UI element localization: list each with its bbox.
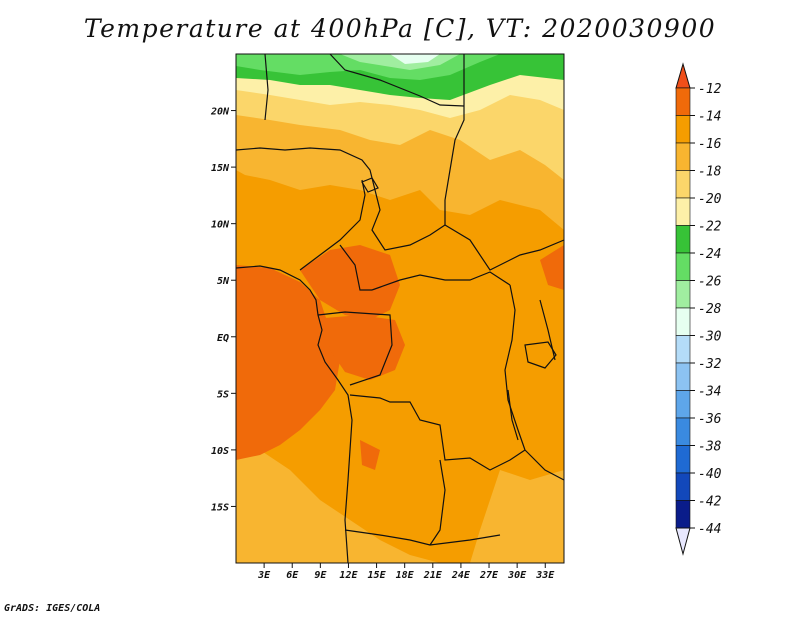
colorbar-swatch: [675, 472, 691, 501]
colorbar-label: -30: [698, 330, 722, 345]
border-drc-south: [349, 394, 526, 471]
credit-label: GrADS: IGES/COLA: [4, 603, 101, 614]
colorbar-label: -28: [698, 302, 722, 317]
colorbar-swatch: [675, 335, 691, 364]
lake-victoria: [524, 341, 557, 369]
colorbar-swatch: [675, 115, 691, 144]
colorbar-top-arrow: [675, 62, 691, 89]
colorbar-swatch: [675, 87, 691, 116]
lat-tick-label: 15N: [211, 163, 230, 174]
colorbar-swatch: [675, 142, 691, 171]
colorbar-label: -24: [698, 247, 721, 262]
colorbar: -12 -14 -16 -18 -20 -22 -24 -26 -28 -30 -32 -34 -36 -…: [675, 62, 722, 556]
band-minus14-east: [540, 245, 564, 290]
colorbar-swatch: [675, 170, 691, 199]
coastline-west: [236, 265, 353, 563]
colorbar-swatch: [675, 500, 691, 529]
lon-tick-label: 30E: [507, 570, 527, 581]
colorbar-swatch: [675, 445, 691, 474]
border-niger-chad: [236, 147, 376, 191]
colorbar-label: -12: [698, 82, 722, 97]
colorbar-label: -22: [698, 220, 722, 235]
chart-title: Temperature at 400hPa [C], VT: 202003090…: [83, 14, 717, 43]
border-car-south: [371, 271, 511, 291]
lon-tick-label: 24E: [451, 570, 471, 581]
lon-tick-label: 27E: [479, 570, 499, 581]
colorbar-label: -26: [698, 275, 722, 290]
border-tanzania: [524, 449, 564, 481]
band-minus16-south: [236, 420, 440, 563]
colorbar-swatch: [675, 362, 691, 391]
colorbar-label: -14: [698, 110, 721, 125]
colorbar-label: -18: [698, 165, 722, 180]
border-libya-chad: [329, 54, 465, 107]
colorbar-swatch: [675, 417, 691, 446]
lon-tick-label: 33E: [535, 570, 555, 581]
lat-tick-label: 5S: [217, 389, 229, 400]
band-minus14-center: [300, 245, 400, 320]
lat-tick-label: 10N: [211, 220, 230, 231]
colorbar-swatch: [675, 252, 691, 281]
border-nigeria-cameroon: [299, 179, 366, 271]
border-mali-niger: [264, 54, 269, 121]
colorbar-label: -36: [698, 412, 722, 427]
border-south-sudan: [444, 224, 564, 271]
colorbar-label: -16: [698, 137, 722, 152]
colorbar-swatch: [675, 225, 691, 254]
country-borders: [236, 54, 564, 563]
colorbar-label: -20: [698, 192, 722, 207]
longitude-axis: 3E 6E 9E 12E 15E 18E 21E 24E 27E 30E 33E: [257, 563, 555, 581]
lat-tick-label: 5N: [217, 276, 230, 287]
lat-tick-label: EQ: [217, 333, 229, 344]
colorbar-label: -42: [698, 495, 722, 510]
border-drc-east: [504, 284, 526, 451]
colorbar-label: -32: [698, 357, 722, 372]
lon-tick-label: 9E: [314, 570, 327, 581]
band-minus14-angola: [360, 440, 380, 470]
lat-tick-label: 10S: [211, 446, 229, 457]
colorbar-label: -40: [698, 467, 722, 482]
band-minus14-west: [236, 265, 340, 460]
colorbar-label: -34: [698, 385, 721, 400]
lon-tick-label: 12E: [339, 570, 358, 581]
lon-tick-label: 18E: [396, 570, 415, 581]
colorbar-label: -44: [698, 522, 721, 537]
border-cameroon-car: [339, 244, 372, 291]
colorbar-bottom-arrow: [675, 527, 691, 556]
lat-tick-label: 15S: [211, 502, 229, 513]
map-frame: [235, 53, 565, 564]
border-gabon-congo: [317, 311, 393, 386]
colorbar-label: -38: [698, 440, 722, 455]
band-minus16-east: [470, 470, 564, 563]
lake-chad: [361, 177, 379, 193]
lon-tick-label: 6E: [286, 570, 299, 581]
latitude-axis: 20N 15N 10N 5N EQ 5S 10S 15S: [210, 107, 236, 513]
colorbar-swatch: [675, 307, 691, 336]
border-chad-sudan: [371, 189, 446, 251]
colorbar-swatch: [675, 197, 691, 226]
temperature-field: [236, 54, 564, 563]
colorbar-swatch: [675, 390, 691, 419]
border-sudan-west: [444, 54, 465, 225]
colorbar-swatch: [675, 280, 691, 309]
lon-tick-label: 21E: [423, 570, 443, 581]
border-angola-zambia: [429, 459, 446, 546]
border-namibia: [344, 529, 501, 546]
lon-tick-label: 15E: [368, 570, 387, 581]
lon-tick-label: 3E: [257, 570, 271, 581]
lake-tanganyika: [507, 389, 519, 441]
lat-tick-label: 20N: [210, 107, 230, 118]
band-minus28: [390, 54, 440, 64]
